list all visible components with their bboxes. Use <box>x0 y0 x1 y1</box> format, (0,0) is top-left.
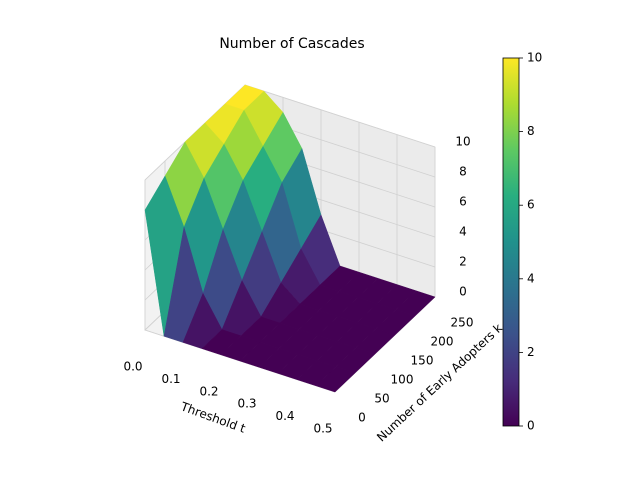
z-tick-label: 10 <box>455 135 470 149</box>
colorbar-tick-label: 2 <box>527 345 535 359</box>
colorbar <box>503 58 519 426</box>
colorbar-tick-label: 0 <box>527 419 535 433</box>
y-tick-label: 50 <box>374 392 389 406</box>
colorbar-tick-label: 10 <box>527 51 542 65</box>
z-tick-label: 4 <box>459 225 467 239</box>
x-tick-label: 0.0 <box>123 360 142 374</box>
y-tick-label: 200 <box>431 335 454 349</box>
colorbar-axis: 0 2 4 6 8 10 <box>502 51 542 433</box>
colorbar-tick-label: 6 <box>527 198 535 212</box>
x-tick-label: 0.4 <box>275 409 294 423</box>
x-tick-label: 0.2 <box>199 384 218 398</box>
chart-title: Number of Cascades <box>219 36 364 52</box>
x-tick-label: 0.3 <box>237 397 256 411</box>
z-tick-label: 6 <box>459 195 467 209</box>
colorbar-frame <box>502 57 520 427</box>
y-tick-label: 100 <box>391 373 414 387</box>
y-tick-label: 250 <box>451 316 474 330</box>
z-tick-label: 0 <box>459 285 467 299</box>
x-tick-label: 0.5 <box>313 422 332 436</box>
grid-line <box>244 84 436 148</box>
colorbar-tick-label: 4 <box>527 271 535 285</box>
surface-patch <box>315 366 356 393</box>
y-tick-label: 150 <box>411 354 434 368</box>
colorbar-tick-label: 8 <box>527 124 535 138</box>
z-tick-label: 8 <box>459 165 467 179</box>
y-tick-label: 0 <box>358 411 366 425</box>
surface <box>144 84 436 393</box>
x-tick-label: 0.1 <box>161 372 180 386</box>
z-tick-label: 2 <box>459 255 467 269</box>
